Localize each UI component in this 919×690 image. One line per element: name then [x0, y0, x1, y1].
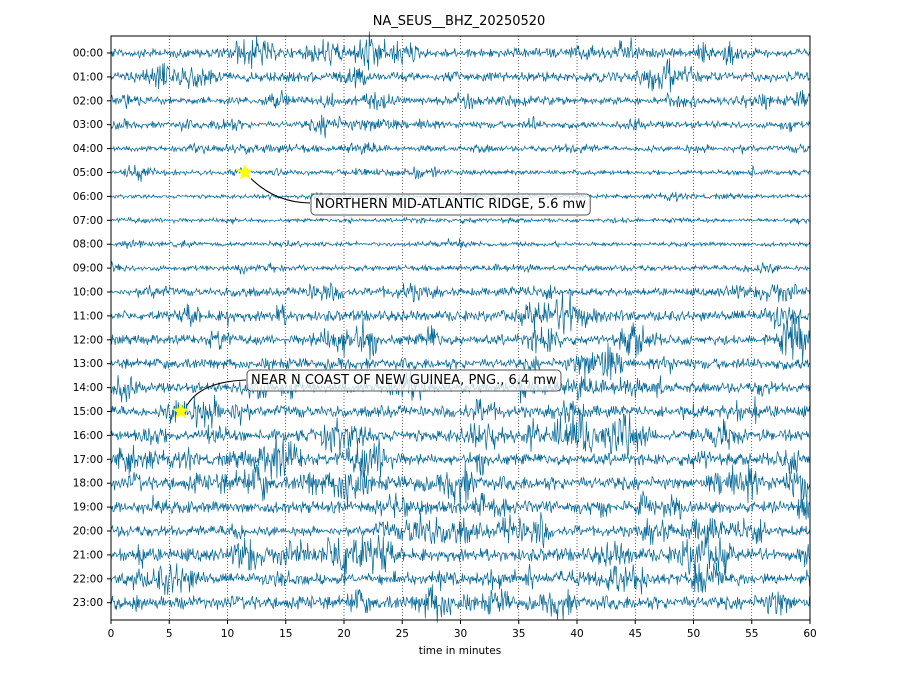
seismic-trace — [110, 261, 810, 275]
hour-labels: 00:00 01:00 02:00 03:00 04:00 05:00 06:00 07:00… — [73, 48, 111, 609]
hour-label: 14:00 — [73, 382, 103, 394]
seismic-trace — [110, 164, 810, 182]
hour-label: 10:00 — [73, 287, 103, 299]
seismic-trace — [110, 291, 810, 335]
event-label: NEAR N COAST OF NEW GUINEA, PNG., 6.4 mw — [251, 373, 557, 388]
hour-label: 21:00 — [73, 549, 103, 561]
seismic-trace — [110, 512, 810, 549]
hour-label: 12:00 — [73, 334, 103, 346]
hour-label: 15:00 — [73, 406, 103, 418]
x-tick-label: 30 — [454, 628, 467, 640]
annotation-connector — [250, 178, 311, 204]
seismic-trace — [110, 58, 810, 93]
hour-label: 05:00 — [73, 167, 103, 179]
seismic-trace — [110, 394, 810, 429]
hour-label: 06:00 — [73, 191, 103, 203]
seismic-trace — [110, 314, 810, 363]
x-tick-label: 20 — [337, 628, 350, 640]
seismic-trace — [110, 461, 810, 510]
seismic-trace — [110, 89, 810, 111]
seismic-trace — [110, 282, 810, 303]
seismic-trace — [110, 342, 810, 381]
x-tick-label: 10 — [221, 628, 234, 640]
annotation-box — [310, 193, 591, 216]
x-tick-label: 60 — [803, 628, 816, 640]
hour-label: 03:00 — [73, 119, 103, 131]
hour-label: 18:00 — [73, 478, 103, 490]
hour-label: 08:00 — [73, 239, 103, 251]
event-label: NORTHERN MID-ATLANTIC RIDGE, 5.6 mw — [315, 197, 586, 212]
chart-title: NA_SEUS__BHZ_20250520 — [373, 14, 546, 29]
seismic-trace — [110, 490, 810, 520]
seismic-trace — [110, 562, 810, 595]
hour-label: 20:00 — [73, 526, 103, 538]
x-axis-label: time in minutes — [419, 645, 501, 657]
seismic-trace — [110, 114, 810, 139]
seismic-trace — [110, 534, 810, 586]
hour-label: 04:00 — [73, 143, 103, 155]
seismic-trace — [110, 216, 810, 225]
seismic-trace — [110, 411, 810, 458]
seismic-trace — [110, 238, 810, 249]
hour-label: 01:00 — [73, 71, 103, 83]
seismic-trace — [110, 31, 810, 71]
hour-label: 19:00 — [73, 502, 103, 514]
hour-label: 16:00 — [73, 430, 103, 442]
x-tick-label: 35 — [512, 628, 525, 640]
seismic-trace — [110, 584, 810, 623]
event-star-marker — [236, 163, 254, 180]
x-axis-ticks: 0 5 10 15 20 25 30 35 40 45 50 55 60 — [108, 620, 817, 640]
hour-label: 11:00 — [73, 310, 103, 322]
grid-lines — [168, 36, 753, 620]
x-tick-label: 50 — [687, 628, 700, 640]
hour-label: 07:00 — [73, 215, 103, 227]
annotation-connector — [186, 379, 247, 406]
x-tick-label: 0 — [108, 628, 115, 640]
x-tick-label: 25 — [396, 628, 409, 640]
x-tick-label: 55 — [745, 628, 758, 640]
hour-label: 23:00 — [73, 597, 103, 609]
plot-frame — [110, 35, 811, 621]
x-tick-label: 40 — [570, 628, 583, 640]
hour-label: 00:00 — [73, 48, 103, 60]
hour-label: 22:00 — [73, 573, 103, 585]
hour-label: 09:00 — [73, 263, 103, 275]
x-tick-label: 45 — [629, 628, 642, 640]
hour-label: 13:00 — [73, 358, 103, 370]
hour-label: 17:00 — [73, 454, 103, 466]
seismic-trace — [110, 434, 810, 480]
x-tick-label: 15 — [279, 628, 292, 640]
event-star-marker — [172, 402, 190, 419]
hour-label: 02:00 — [73, 95, 103, 107]
seismic-trace — [110, 142, 810, 156]
x-tick-label: 5 — [166, 628, 173, 640]
event-annotations: NORTHERN MID-ATLANTIC RIDGE, 5.6 mw NEAR … — [172, 163, 591, 419]
annotation-box — [246, 369, 562, 392]
